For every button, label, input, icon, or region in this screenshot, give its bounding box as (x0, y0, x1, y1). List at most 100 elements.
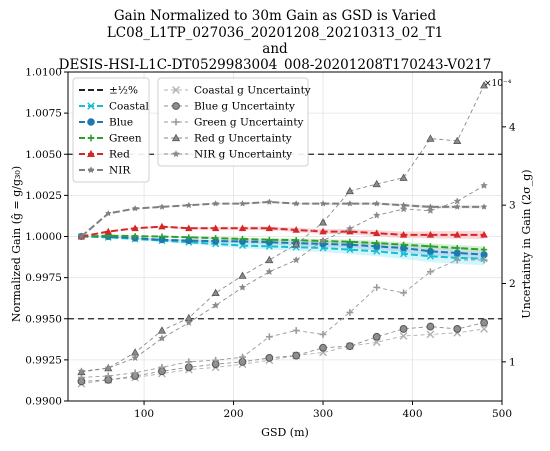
point-green-g-uncertainty-0 (78, 374, 85, 381)
point-coastal-12 (400, 250, 408, 258)
point-nir-g-uncertainty-6 (238, 283, 247, 291)
y-right-tick-label-3: 4 (509, 121, 516, 133)
point-nir-g-uncertainty-3 (158, 334, 166, 342)
point-coastal-12-b (400, 250, 408, 258)
series-line-red-g-uncertainty (81, 85, 485, 373)
point-nir-g-uncertainty-10 (346, 224, 354, 232)
legend-right-marker-red-g-uncertainty (171, 133, 181, 142)
point-nir-6 (239, 199, 246, 207)
legend-right-marker-nir-g-uncertainty (172, 149, 180, 158)
point-green-g-uncertainty-5 (212, 356, 220, 364)
x-tick-label-2: 300 (313, 408, 333, 420)
y-left-tick-label-7: 1.0075 (25, 108, 62, 120)
point-coastal-13-b (426, 252, 434, 260)
point-red-11 (373, 229, 381, 237)
point-nir-3 (158, 203, 166, 210)
point-blue-g-uncertainty-12 (399, 325, 408, 333)
point-coastal-g-uncertainty-12-b (399, 332, 408, 340)
point-blue-g-uncertainty-7 (265, 354, 274, 362)
point-coastal-g-uncertainty-12 (399, 332, 408, 340)
y-left-tick-label-2: 0.9950 (25, 313, 62, 325)
point-red-g-uncertainty-8 (292, 240, 301, 248)
point-green-g-uncertainty-6 (239, 353, 246, 361)
series-line-blue (81, 235, 485, 256)
point-nir-g-uncertainty-1 (104, 364, 113, 372)
series-line-red (81, 225, 485, 238)
point-blue-g-uncertainty-9 (319, 343, 327, 352)
y-left-tick-label-1: 0.9925 (25, 354, 62, 366)
point-green-15 (481, 246, 488, 253)
legend-left: ±½% Coastal Blue Green Red NIR (72, 77, 150, 183)
point-coastal-g-uncertainty-11-b (372, 338, 381, 347)
legend-right-marker-green-g-uncertainty (172, 118, 180, 126)
point-red-g-uncertainty-10 (345, 186, 354, 195)
title-line-4: DESIS-HSI-L1C-DT0529983004_008-20201208T… (59, 57, 492, 73)
legend-left-marker-blue (87, 118, 95, 126)
point-coastal-10 (346, 246, 354, 254)
point-green-g-uncertainty-9 (319, 331, 327, 338)
point-nir-g-uncertainty-0 (77, 367, 86, 375)
series-line-nir (80, 200, 485, 238)
point-coastal-g-uncertainty-13-b (426, 330, 435, 339)
point-red-g-uncertainty-6 (238, 271, 247, 279)
point-green-g-uncertainty-8 (292, 327, 300, 334)
series-line-green-g-uncertainty (81, 259, 485, 378)
point-nir-g-uncertainty-11 (372, 211, 381, 219)
point-nir-11 (373, 199, 381, 207)
legend-left-marker-green (87, 134, 95, 142)
point-red-g-uncertainty-14 (453, 136, 462, 145)
point-nir-g-uncertainty-7 (265, 267, 274, 276)
legend-right: Coastal g Uncertainty Blue g Uncertainty G… (157, 77, 311, 167)
x-tick-label-0: 100 (134, 408, 154, 420)
point-green-12 (400, 241, 407, 248)
legend-right-label-nir-g-uncertainty: NIR g Uncertainty (194, 149, 292, 161)
legend-left-label--: ±½% (109, 85, 138, 97)
point-red-14 (453, 231, 461, 238)
y-left-tick-label-4: 1.0000 (25, 231, 62, 243)
legend-right-box (157, 77, 309, 167)
point-red-8 (292, 226, 300, 233)
y-right-tick-label-2: 3 (509, 200, 516, 212)
point-coastal-11-b (373, 247, 381, 255)
point-coastal-g-uncertainty-15 (480, 325, 488, 333)
point-green-5 (212, 235, 219, 242)
point-green-2 (132, 233, 139, 240)
y-left-tick-label-5: 1.0025 (25, 190, 62, 202)
point-green-6 (239, 235, 246, 242)
y-axis-left-label: Normalized Gain (ĝ = g/g₃₀) (10, 166, 23, 322)
series-line-coastal (81, 235, 485, 260)
point-red-12 (399, 231, 408, 238)
title-line-2: LC08_L1TP_027036_20201208_20210313_02_T1 (107, 25, 443, 41)
point-green-g-uncertainty-1 (104, 372, 112, 380)
title-line-1: Gain Normalized to 30m Gain as GSD is Va… (114, 8, 437, 24)
point-red-6 (238, 224, 247, 232)
point-red-9 (319, 227, 327, 235)
point-red-15 (480, 231, 488, 238)
point-nir-g-uncertainty-14 (453, 197, 462, 205)
series-line-nir-g-uncertainty (81, 185, 485, 372)
legend-right-label-coastal-g-uncertainty: Coastal g Uncertainty (194, 85, 311, 97)
point-green-7 (266, 236, 273, 243)
series-line-coastal-g-uncertainty (81, 328, 485, 385)
point-nir-5 (212, 199, 220, 207)
point-nir-g-uncertainty-9 (319, 236, 327, 244)
legend-right-label-blue-g-uncertainty: Blue g Uncertainty (194, 101, 295, 113)
legend-left-label-nir: NIR (109, 165, 131, 177)
point-coastal-10-b (346, 246, 354, 254)
chart-title: Gain Normalized to 30m Gain as GSD is Va… (59, 8, 492, 73)
point-green-g-uncertainty-7 (265, 333, 273, 341)
point-red-1 (104, 227, 112, 235)
point-red-g-uncertainty-15 (480, 81, 489, 89)
band-red (81, 225, 485, 239)
point-blue-g-uncertainty-14 (453, 325, 462, 333)
x-axis-label: GSD (m) (261, 426, 309, 439)
point-nir-g-uncertainty-12 (399, 205, 408, 213)
point-red-g-uncertainty-11 (372, 179, 381, 188)
point-nir-10 (346, 199, 354, 207)
point-blue-g-uncertainty-11 (372, 332, 381, 341)
point-nir-g-uncertainty-2 (131, 353, 139, 362)
x-tick-label-3: 400 (402, 408, 422, 420)
legend-left-marker-coastal-b (87, 102, 95, 110)
series-line-green (81, 234, 485, 251)
